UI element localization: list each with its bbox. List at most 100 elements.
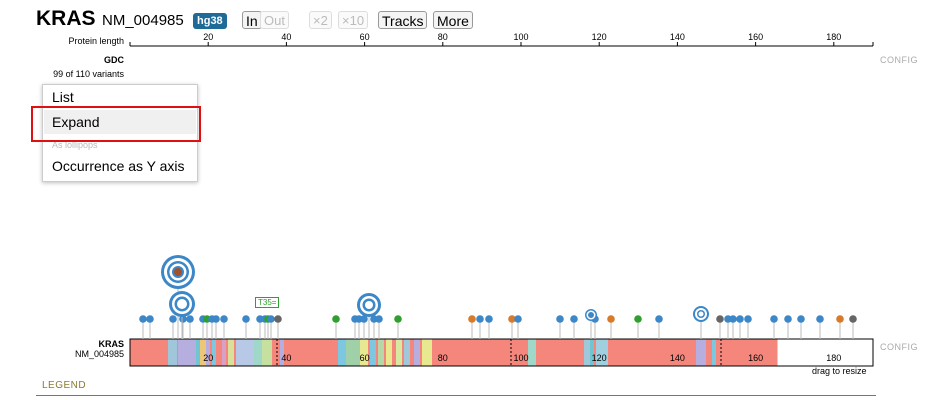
domain-block [396, 339, 402, 366]
lollipop-head [816, 315, 824, 323]
domain-block [404, 339, 410, 366]
lollipop-head [716, 315, 724, 323]
ruler-tick-label: 160 [748, 32, 763, 42]
zoom-x2-button[interactable]: ×2 [309, 11, 332, 29]
ruler-tick-label: 120 [592, 32, 607, 42]
domain-block [528, 339, 536, 366]
domain-block [236, 339, 254, 366]
ruler-tick-label: 40 [281, 32, 291, 42]
gene-bar: 20 40 60 80 100 120 140 160 180 [129, 338, 874, 367]
lollipop-head [634, 315, 642, 323]
domain-block [360, 339, 368, 366]
more-button[interactable]: More [433, 11, 473, 29]
recurrent-lollipop-g13 [177, 299, 187, 309]
gene-tick-label: 180 [826, 353, 841, 363]
track-config-button[interactable]: CONFIG [880, 55, 918, 65]
gene-track-transcript: NM_004985 [74, 349, 124, 359]
lollipop-head [556, 315, 564, 323]
gene-tick-label: 40 [281, 353, 291, 363]
mutation-label: T35= [255, 297, 280, 308]
variant-count: 99 of 110 variants [53, 69, 124, 79]
domain-block [378, 339, 384, 366]
menu-item-expand[interactable]: Expand [52, 114, 100, 130]
domain-block [212, 339, 216, 366]
lollipop-head [146, 315, 154, 323]
domain-block [712, 339, 716, 366]
domain-block [262, 339, 272, 366]
lollipop-head [394, 315, 402, 323]
domain-block [414, 339, 420, 366]
ruler-tick-label: 20 [203, 32, 213, 42]
lollipop-head [784, 315, 792, 323]
domain-block [596, 339, 608, 366]
lollipop-head [849, 315, 857, 323]
small-recurrent-lollipop [698, 311, 704, 317]
genome-badge: hg38 [193, 13, 227, 29]
gene-track-name: KRAS [98, 339, 124, 349]
domain-block [386, 339, 392, 366]
gene-tick-label: 120 [592, 353, 607, 363]
ruler-tick-label: 140 [670, 32, 685, 42]
gene-tick-label: 140 [670, 353, 685, 363]
small-recurrent-lollipop [588, 312, 594, 318]
domain-block [338, 339, 346, 366]
tracks-button[interactable]: Tracks [378, 11, 428, 29]
gene-tick-label: 20 [203, 353, 213, 363]
resize-hint[interactable]: drag to resize [812, 366, 867, 376]
ruler-tick-label: 80 [438, 32, 448, 42]
menu-item-highlight [44, 110, 196, 134]
menu-item-list[interactable]: List [52, 89, 74, 105]
recurrent-lollipop-core [174, 268, 182, 276]
gene-tick-label: 160 [748, 353, 763, 363]
lollipop-head [139, 315, 147, 323]
lollipop-head [570, 315, 578, 323]
domain-block [178, 339, 196, 366]
domain-block [228, 339, 234, 366]
protein-length-label: Protein length [68, 36, 124, 46]
lollipop-head [332, 315, 340, 323]
transcript-id: NM_004985 [102, 12, 184, 29]
lollipop-head [770, 315, 778, 323]
legend-toggle[interactable]: LEGEND [42, 380, 87, 391]
domain-block [696, 339, 706, 366]
domain-block [200, 339, 206, 366]
lollipop-head [485, 315, 493, 323]
domain-block [254, 339, 262, 366]
domain-block [346, 339, 360, 366]
domain-block [584, 339, 590, 366]
lollipop-head [220, 315, 228, 323]
zoom-out-button[interactable]: Out [260, 11, 289, 29]
track-name: GDC [104, 55, 124, 65]
domain-block [206, 339, 210, 366]
domain-block [196, 339, 200, 366]
domain-block [370, 339, 376, 366]
lollipop-head [468, 315, 476, 323]
recurrent-lollipop-q61 [365, 301, 373, 309]
domain-block [590, 339, 594, 366]
lollipop-head [476, 315, 484, 323]
zoom-x10-button[interactable]: ×10 [338, 11, 369, 29]
lollipop-track [139, 255, 857, 339]
gene-tick-label: 80 [438, 353, 448, 363]
lollipop-head [360, 315, 368, 323]
menu-item-occurrence-y[interactable]: Occurrence as Y axis [52, 158, 185, 174]
gene-config-button[interactable]: CONFIG [880, 342, 918, 352]
lollipop-head [169, 315, 177, 323]
lollipop-head [186, 315, 194, 323]
gene-tick-label: 60 [360, 353, 370, 363]
lollipop-head [655, 315, 663, 323]
ruler-tick-label: 180 [826, 32, 841, 42]
lollipop-head [267, 315, 275, 323]
lollipop-head [242, 315, 250, 323]
lollipop-head [212, 315, 220, 323]
gene-symbol: KRAS [36, 7, 96, 30]
lollipop-head [375, 315, 383, 323]
ruler-tick-label: 100 [513, 32, 528, 42]
lollipop-head [274, 315, 282, 323]
lollipop-head [179, 315, 187, 323]
ruler-tick-label: 60 [360, 32, 370, 42]
lollipop-head [736, 315, 744, 323]
domain-block [222, 339, 226, 366]
lollipop-head [744, 315, 752, 323]
